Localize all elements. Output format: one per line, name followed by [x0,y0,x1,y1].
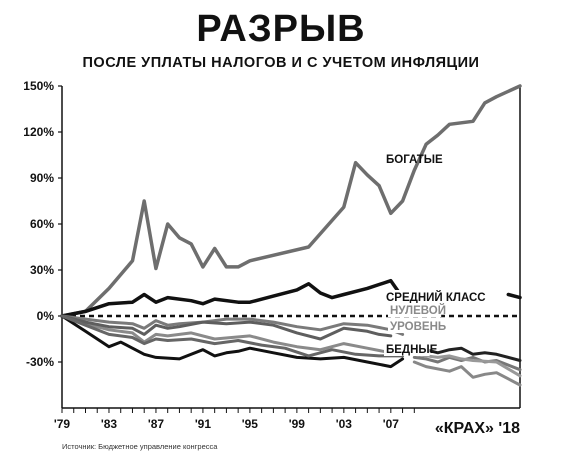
label-middle: СРЕДНИЙ КЛАСС [386,291,486,304]
label-zero-1: НУЛЕВОЙ [390,304,446,317]
chart-subtitle: ПОСЛЕ УПЛАТЫ НАЛОГОВ И С УЧЕТОМ ИНФЛЯЦИИ [82,55,480,71]
label-zero-2-bg [388,319,442,333]
y-tick-label: 120% [23,125,54,139]
label-zero-2: УРОВЕНЬ [390,321,446,333]
series-line-rich [60,84,522,318]
series-line-middle_tail [506,292,522,300]
series-line-tail_d [412,352,522,378]
series-line-tail_a [412,346,522,362]
x-tick-label: '99 [289,417,306,431]
series-layer [60,84,522,387]
x-tick-label: '91 [195,417,212,431]
x-tick-label: '95 [242,417,259,431]
y-tick-label: 30% [30,263,54,277]
y-tick-label: 90% [30,171,54,185]
label-zero-1-bg [388,303,442,317]
series-line-upper_mid [60,314,405,336]
x-tick-label: '07 [383,417,400,431]
series-line-mid_band [60,314,393,341]
brand-label: «КРАХ» '18 [435,420,520,437]
x-tick-label: '03 [336,417,353,431]
label-rich: БОГАТЫЕ [386,154,443,166]
x-tick-label: '87 [148,417,165,431]
page-title: РАЗРЫВ [196,8,366,50]
y-tick-label: 150% [23,79,54,93]
source-note: Источник: Бюджетное управление конгресса [62,442,218,451]
label-poor: БЕДНЫЕ [386,344,438,356]
series-line-poor [60,314,405,369]
y-tick-label: 60% [30,217,54,231]
series-line-lower_mid [60,314,405,355]
y-tick-label: -30% [26,355,54,369]
label-middle-bg [384,290,483,304]
series-line-middle [60,278,405,318]
x-tick-label: '83 [101,417,118,431]
series-line-poor_mid [60,314,405,358]
axes: 150% 120% 90% 60% 30% 0% -30% '79 '83 '87 '91 '95 '9… [23,79,521,431]
label-poor-bg [384,342,430,356]
x-tick-label: '79 [54,417,71,431]
y-tick-label: 0% [37,309,55,323]
series-line-tail_c [412,360,522,387]
